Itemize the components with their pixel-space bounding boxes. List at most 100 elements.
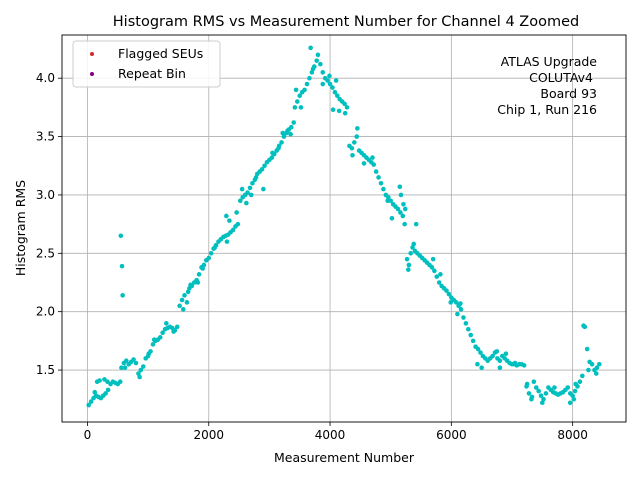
data-point — [349, 145, 355, 151]
data-point — [227, 218, 232, 223]
data-point — [565, 385, 571, 390]
data-point — [573, 381, 578, 387]
data-point — [333, 78, 339, 83]
data-point — [269, 155, 275, 160]
data-point — [335, 93, 340, 99]
data-point — [432, 268, 437, 274]
data-point — [195, 280, 201, 285]
data-point — [185, 289, 191, 295]
run-info-annotation: ATLAS Upgrade COLUTAv4 Board 93 Chip 1, … — [497, 54, 597, 117]
data-point — [336, 108, 342, 114]
data-point — [261, 186, 266, 192]
legend-label-flagged-seus: Flagged SEUs — [118, 46, 203, 61]
data-point — [118, 233, 124, 239]
data-point — [430, 256, 436, 262]
data-point — [571, 396, 577, 402]
data-point — [350, 152, 355, 158]
data-point — [188, 282, 193, 288]
data-point — [325, 78, 330, 83]
data-point — [497, 358, 503, 364]
data-point — [327, 81, 333, 87]
x-tick-label: 0 — [84, 428, 92, 442]
data-point — [247, 185, 253, 191]
data-point — [354, 134, 360, 139]
data-point — [330, 85, 335, 90]
data-point — [352, 140, 357, 145]
data-point — [497, 365, 503, 371]
data-point — [444, 288, 449, 293]
data-point — [436, 280, 442, 285]
data-point — [448, 300, 454, 305]
data-point — [164, 321, 169, 326]
data-point — [320, 70, 326, 75]
data-point — [137, 374, 142, 380]
data-point — [320, 81, 326, 87]
data-point — [288, 131, 293, 137]
data-point — [259, 166, 265, 172]
data-point — [453, 300, 459, 305]
data-point — [280, 130, 286, 136]
data-point — [200, 266, 205, 271]
data-point — [543, 391, 549, 396]
data-point — [212, 245, 218, 250]
data-point — [253, 175, 259, 180]
data-point — [184, 300, 190, 305]
data-point — [434, 274, 440, 279]
data-point — [297, 93, 303, 99]
data-point — [330, 107, 336, 113]
data-point — [429, 265, 435, 270]
data-point — [177, 303, 182, 309]
data-point — [150, 342, 156, 347]
y-tick-label: 3.5 — [36, 130, 55, 144]
data-point — [302, 87, 307, 93]
annotation-line-4: Chip 1, Run 216 — [497, 102, 597, 117]
data-point — [138, 367, 144, 373]
data-point — [584, 346, 590, 352]
data-point — [531, 379, 537, 385]
data-point — [538, 393, 544, 399]
data-point — [288, 124, 294, 130]
data-point — [206, 255, 212, 261]
data-point — [230, 227, 236, 233]
x-axis-label: Measurement Number — [274, 450, 415, 465]
annotation-line-3: Board 93 — [540, 86, 597, 101]
data-point — [234, 210, 239, 215]
data-point — [151, 337, 157, 342]
data-point — [475, 361, 480, 367]
data-point — [397, 184, 403, 190]
y-axis-label: Histogram RMS — [13, 180, 28, 276]
data-points — [86, 45, 602, 408]
legend-marker-repeat-bin — [90, 72, 94, 76]
data-point — [120, 293, 125, 298]
data-point — [293, 87, 299, 93]
data-point — [279, 140, 284, 145]
axis-ticks: 0 2000 4000 6000 8000 1.5 2.0 2.5 3.0 3.5 4.0 — [36, 71, 588, 442]
data-point — [237, 198, 243, 204]
legend-label-repeat-bin: Repeat Bin — [118, 66, 186, 81]
data-point — [597, 361, 602, 367]
grid — [62, 35, 626, 422]
chart-title: Histogram RMS vs Measurement Number for … — [113, 14, 579, 30]
data-point — [533, 385, 539, 390]
y-tick-label: 2.0 — [36, 305, 55, 319]
data-point — [479, 365, 484, 371]
data-point — [315, 52, 321, 58]
data-point — [405, 267, 411, 272]
data-point — [461, 315, 466, 320]
data-point — [133, 360, 139, 366]
data-point — [332, 89, 338, 95]
data-point — [475, 346, 481, 352]
data-point — [174, 324, 180, 330]
data-point — [122, 365, 128, 371]
legend-box — [72, 40, 221, 88]
data-point — [224, 239, 230, 244]
legend-marker-flagged-seus — [90, 52, 94, 56]
data-point — [463, 321, 469, 326]
x-tick-label: 4000 — [315, 428, 346, 442]
annotation-line-2: COLUTAv4 — [529, 70, 593, 85]
data-point — [521, 363, 527, 368]
data-point — [494, 349, 500, 354]
annotation-line-1: ATLAS Upgrade — [501, 54, 598, 69]
data-point — [406, 262, 412, 268]
data-point — [97, 378, 102, 383]
